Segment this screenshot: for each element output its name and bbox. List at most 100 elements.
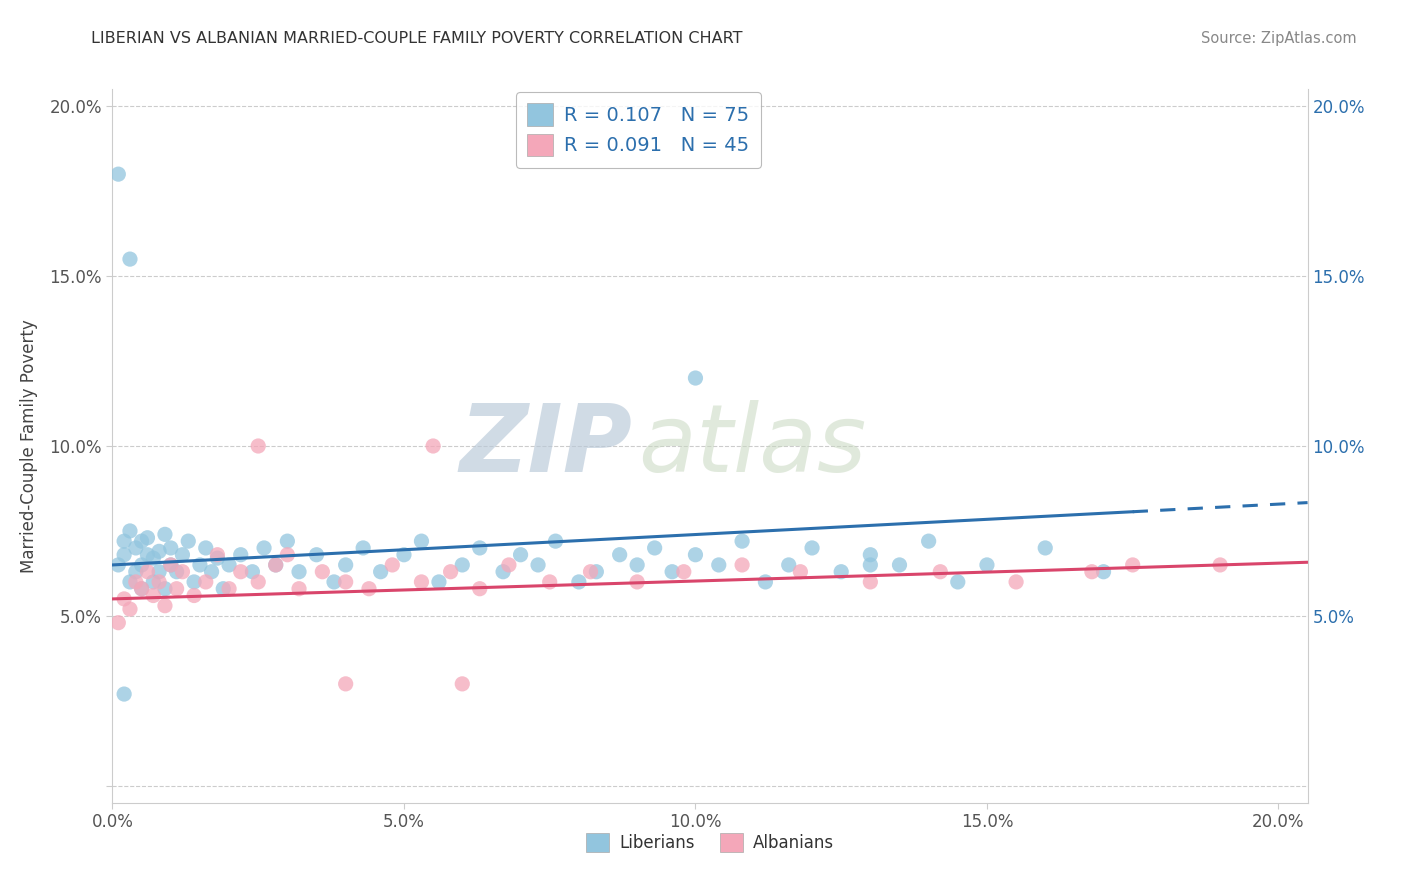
Point xyxy=(212,582,235,596)
Point xyxy=(889,558,911,572)
Point xyxy=(136,531,159,545)
Point xyxy=(118,602,141,616)
Point xyxy=(142,551,165,566)
Point xyxy=(218,558,240,572)
Point xyxy=(264,558,287,572)
Point xyxy=(172,565,194,579)
Point xyxy=(194,574,217,589)
Point xyxy=(538,574,561,589)
Point xyxy=(731,534,754,549)
Point xyxy=(112,591,135,606)
Point xyxy=(1033,541,1056,555)
Point xyxy=(118,252,141,266)
Point xyxy=(509,548,531,562)
Text: LIBERIAN VS ALBANIAN MARRIED-COUPLE FAMILY POVERTY CORRELATION CHART: LIBERIAN VS ALBANIAN MARRIED-COUPLE FAMI… xyxy=(91,31,742,46)
Point xyxy=(609,548,631,562)
Point xyxy=(335,677,357,691)
Point xyxy=(136,548,159,562)
Text: atlas: atlas xyxy=(638,401,866,491)
Point xyxy=(626,574,648,589)
Point xyxy=(427,574,450,589)
Point xyxy=(153,599,176,613)
Point xyxy=(207,548,229,562)
Point xyxy=(946,574,969,589)
Y-axis label: Married-Couple Family Poverty: Married-Couple Family Poverty xyxy=(21,319,38,573)
Point xyxy=(229,565,252,579)
Point xyxy=(859,548,882,562)
Point xyxy=(305,548,328,562)
Point xyxy=(183,589,205,603)
Point xyxy=(451,677,474,691)
Point xyxy=(112,534,135,549)
Point xyxy=(311,565,333,579)
Point xyxy=(357,582,380,596)
Point xyxy=(153,527,176,541)
Point xyxy=(579,565,602,579)
Point xyxy=(159,541,181,555)
Point xyxy=(276,534,298,549)
Point xyxy=(778,558,800,572)
Point xyxy=(148,565,170,579)
Point xyxy=(177,534,200,549)
Point xyxy=(801,541,824,555)
Point xyxy=(142,589,165,603)
Point xyxy=(707,558,730,572)
Point xyxy=(172,548,194,562)
Point xyxy=(370,565,392,579)
Point xyxy=(218,582,240,596)
Point xyxy=(335,574,357,589)
Point xyxy=(247,439,270,453)
Point xyxy=(125,574,148,589)
Point xyxy=(207,551,229,566)
Point xyxy=(131,534,153,549)
Point xyxy=(1005,574,1028,589)
Point xyxy=(422,439,444,453)
Point xyxy=(107,167,129,181)
Point xyxy=(131,558,153,572)
Text: ZIP: ZIP xyxy=(460,400,633,492)
Point xyxy=(166,582,188,596)
Point xyxy=(125,565,148,579)
Point xyxy=(288,565,311,579)
Point xyxy=(672,565,695,579)
Point xyxy=(1209,558,1232,572)
Point xyxy=(498,558,520,572)
Point xyxy=(159,558,181,572)
Point xyxy=(242,565,264,579)
Point xyxy=(451,558,474,572)
Point xyxy=(392,548,415,562)
Point xyxy=(568,574,591,589)
Point xyxy=(492,565,515,579)
Point xyxy=(585,565,607,579)
Point xyxy=(200,565,222,579)
Point xyxy=(731,558,754,572)
Point xyxy=(323,574,346,589)
Point xyxy=(468,541,491,555)
Point xyxy=(183,574,205,589)
Point xyxy=(125,541,148,555)
Point xyxy=(112,548,135,562)
Point xyxy=(276,548,298,562)
Point xyxy=(229,548,252,562)
Point xyxy=(685,548,707,562)
Point xyxy=(131,582,153,596)
Point xyxy=(107,558,129,572)
Point xyxy=(1081,565,1104,579)
Point xyxy=(188,558,211,572)
Point xyxy=(118,524,141,538)
Point xyxy=(439,565,461,579)
Point xyxy=(626,558,648,572)
Point xyxy=(288,582,311,596)
Point xyxy=(148,574,170,589)
Point xyxy=(859,558,882,572)
Point xyxy=(929,565,952,579)
Point xyxy=(142,574,165,589)
Point xyxy=(685,371,707,385)
Point xyxy=(118,574,141,589)
Point xyxy=(789,565,811,579)
Point xyxy=(136,565,159,579)
Point xyxy=(917,534,939,549)
Point xyxy=(411,574,433,589)
Point xyxy=(264,558,287,572)
Point xyxy=(411,534,433,549)
